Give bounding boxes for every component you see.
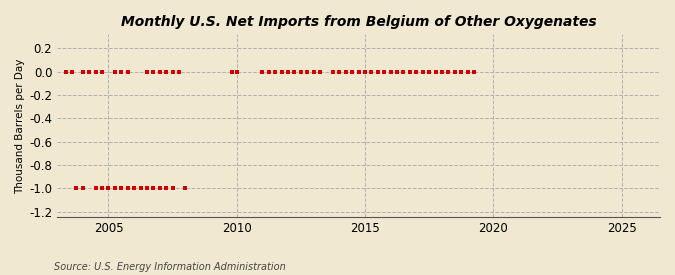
Y-axis label: Thousand Barrels per Day: Thousand Barrels per Day (15, 58, 25, 194)
Text: Source: U.S. Energy Information Administration: Source: U.S. Energy Information Administ… (54, 262, 286, 272)
Title: Monthly U.S. Net Imports from Belgium of Other Oxygenates: Monthly U.S. Net Imports from Belgium of… (121, 15, 597, 29)
